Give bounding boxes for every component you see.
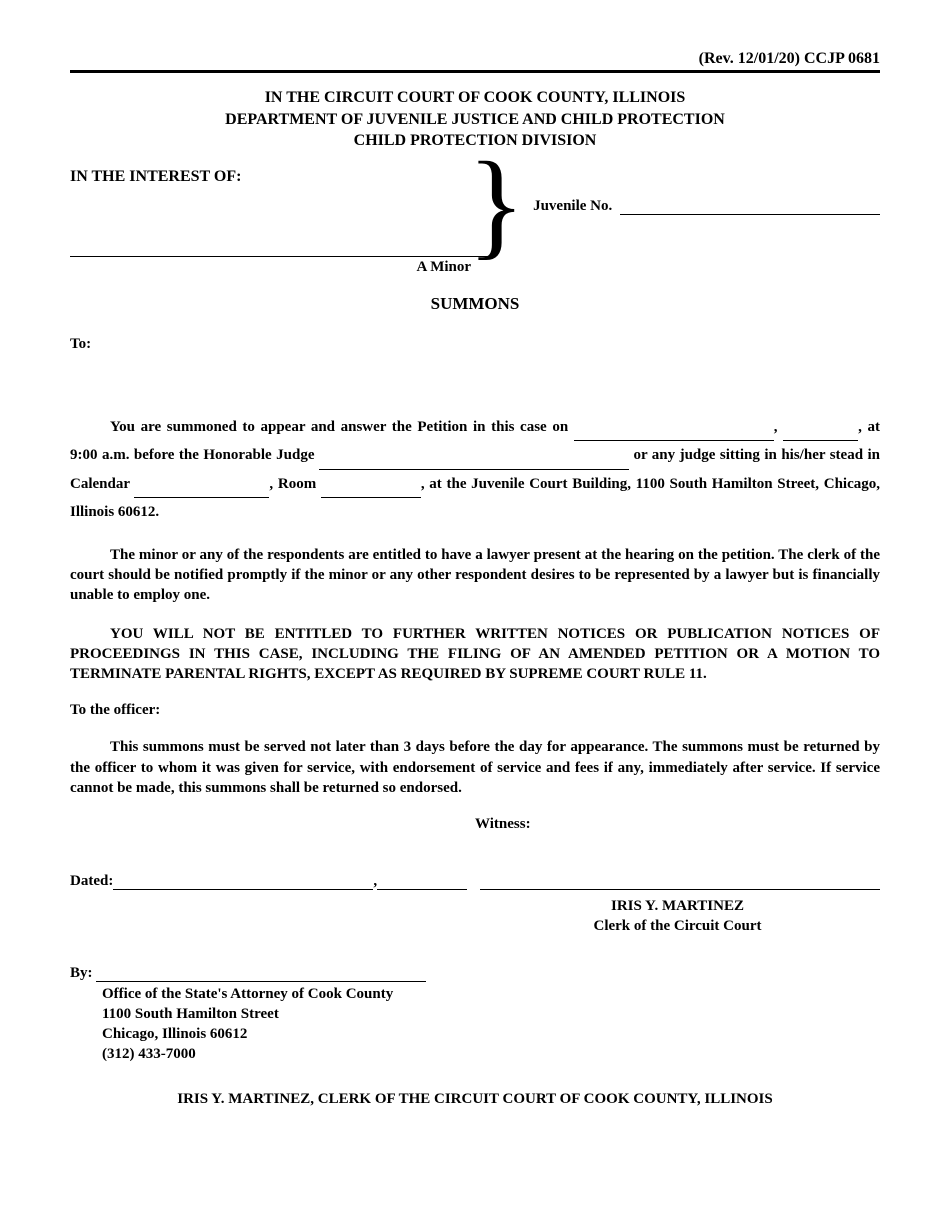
by-blank[interactable] <box>96 981 426 982</box>
office-line4: (312) 433-7000 <box>102 1044 880 1064</box>
calendar-blank[interactable] <box>134 497 269 498</box>
witness-label: Witness: <box>475 816 880 833</box>
caption-left: IN THE INTEREST OF: A Minor <box>70 168 497 276</box>
petition-part5: , Room <box>269 476 320 492</box>
court-line-1: IN THE CIRCUIT COURT OF COOK COUNTY, ILL… <box>70 87 880 109</box>
to-label: To: <box>70 336 880 353</box>
dated-comma: , <box>373 873 377 890</box>
dated-label: Dated: <box>70 873 113 890</box>
juvenile-no-blank[interactable] <box>620 214 880 215</box>
by-row: By: <box>70 965 880 982</box>
juvenile-no: Juvenile No. <box>533 198 880 215</box>
caption-right: Juvenile No. <box>533 168 880 215</box>
judge-blank[interactable] <box>319 469 629 470</box>
petition-part2: , <box>774 419 783 435</box>
lawyer-paragraph: The minor or any of the respondents are … <box>70 545 880 606</box>
by-label: By: <box>70 965 96 981</box>
to-officer-label: To the officer: <box>70 702 880 719</box>
date-signature-row: Dated: , <box>70 873 880 890</box>
petition-paragraph: You are summoned to appear and answer th… <box>70 413 880 527</box>
summons-title: SUMMONS <box>70 294 880 314</box>
office-line1: Office of the State's Attorney of Cook C… <box>102 984 880 1004</box>
office-line3: Chicago, Illinois 60612 <box>102 1024 880 1044</box>
petition-date-blank[interactable] <box>574 440 774 441</box>
notice-paragraph: YOU WILL NOT BE ENTITLED TO FURTHER WRIT… <box>70 624 880 685</box>
brace-symbol: } <box>467 150 525 258</box>
clerk-title: Clerk of the Circuit Court <box>475 916 880 936</box>
office-block: Office of the State's Attorney of Cook C… <box>102 984 880 1065</box>
interest-label: IN THE INTEREST OF: <box>70 168 497 186</box>
officer-paragraph: This summons must be served not later th… <box>70 737 880 798</box>
footer-clerk: IRIS Y. MARTINEZ, CLERK OF THE CIRCUIT C… <box>70 1091 880 1108</box>
revision-number: (Rev. 12/01/20) CCJP 0681 <box>70 50 880 68</box>
signature-line[interactable] <box>480 889 880 890</box>
dated-blank[interactable] <box>113 889 373 890</box>
office-line2: 1100 South Hamilton Street <box>102 1004 880 1024</box>
header-rule <box>70 70 880 73</box>
room-blank[interactable] <box>321 497 421 498</box>
dated-block: Dated: , <box>70 873 467 890</box>
juvenile-no-label: Juvenile No. <box>533 198 612 214</box>
court-line-2: DEPARTMENT OF JUVENILE JUSTICE AND CHILD… <box>70 109 880 131</box>
minor-name-blank[interactable] <box>70 256 490 257</box>
clerk-block: IRIS Y. MARTINEZ Clerk of the Circuit Co… <box>475 896 880 937</box>
petition-year-blank[interactable] <box>783 440 858 441</box>
dated-year-blank[interactable] <box>377 889 467 890</box>
clerk-name: IRIS Y. MARTINEZ <box>475 896 880 916</box>
case-caption: IN THE INTEREST OF: A Minor } Juvenile N… <box>70 168 880 276</box>
signature-block <box>480 889 880 890</box>
petition-part1: You are summoned to appear and answer th… <box>110 419 574 435</box>
